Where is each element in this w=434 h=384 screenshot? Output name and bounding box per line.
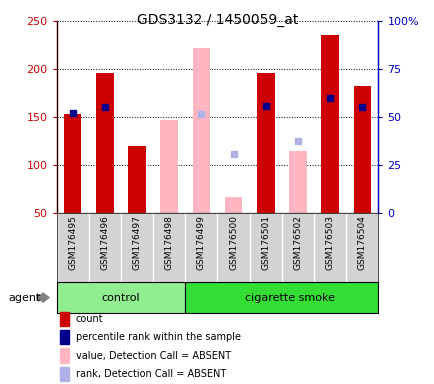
Text: GSM176500: GSM176500 — [229, 215, 237, 270]
Bar — [96, 73, 113, 213]
Bar — [59, 330, 69, 344]
Text: GSM176504: GSM176504 — [357, 215, 366, 270]
Bar — [59, 311, 69, 326]
Text: GSM176499: GSM176499 — [197, 215, 205, 270]
Text: agent: agent — [9, 293, 41, 303]
Text: percentile rank within the sample: percentile rank within the sample — [76, 332, 240, 342]
Bar — [128, 146, 145, 213]
Text: GDS3132 / 1450059_at: GDS3132 / 1450059_at — [137, 13, 297, 27]
Text: value, Detection Call = ABSENT: value, Detection Call = ABSENT — [76, 351, 230, 361]
Text: GSM176497: GSM176497 — [132, 215, 141, 270]
Text: GSM176496: GSM176496 — [100, 215, 109, 270]
Bar — [353, 86, 370, 213]
Bar — [289, 151, 306, 213]
Bar — [160, 120, 178, 213]
Bar — [321, 35, 338, 213]
Bar — [59, 367, 69, 381]
Text: rank, Detection Call = ABSENT: rank, Detection Call = ABSENT — [76, 369, 226, 379]
Text: GSM176503: GSM176503 — [325, 215, 334, 270]
Text: count: count — [76, 314, 103, 324]
Bar — [64, 114, 81, 213]
Text: GSM176495: GSM176495 — [68, 215, 77, 270]
Text: cigarette smoke: cigarette smoke — [244, 293, 334, 303]
Bar — [59, 349, 69, 362]
Text: GSM176502: GSM176502 — [293, 215, 302, 270]
Text: GSM176498: GSM176498 — [164, 215, 173, 270]
Text: GSM176501: GSM176501 — [261, 215, 270, 270]
Bar — [192, 48, 210, 213]
Bar — [224, 197, 242, 213]
Bar — [256, 73, 274, 213]
Text: control: control — [102, 293, 140, 303]
